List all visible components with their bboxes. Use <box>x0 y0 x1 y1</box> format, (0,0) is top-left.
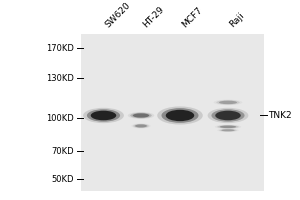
Ellipse shape <box>128 112 154 119</box>
Ellipse shape <box>87 109 120 122</box>
Text: Raji: Raji <box>228 11 246 29</box>
Ellipse shape <box>220 126 236 128</box>
Text: 50KD: 50KD <box>51 175 74 184</box>
Ellipse shape <box>221 129 235 131</box>
Ellipse shape <box>212 109 244 122</box>
Ellipse shape <box>91 111 116 120</box>
Ellipse shape <box>161 108 199 123</box>
Ellipse shape <box>133 113 149 118</box>
Ellipse shape <box>217 125 239 129</box>
Ellipse shape <box>215 111 241 120</box>
Text: 70KD: 70KD <box>51 147 74 156</box>
Ellipse shape <box>216 100 240 105</box>
Ellipse shape <box>133 124 149 128</box>
Ellipse shape <box>83 108 124 123</box>
Text: 100KD: 100KD <box>46 114 74 123</box>
Text: 130KD: 130KD <box>46 74 74 83</box>
Ellipse shape <box>135 124 147 128</box>
Text: SW620: SW620 <box>103 0 132 29</box>
Ellipse shape <box>208 108 248 123</box>
FancyBboxPatch shape <box>81 34 264 191</box>
Ellipse shape <box>157 106 203 125</box>
Text: HT-29: HT-29 <box>141 5 166 29</box>
Ellipse shape <box>166 110 194 121</box>
Text: MCF7: MCF7 <box>180 5 204 29</box>
Text: 170KD: 170KD <box>46 44 74 53</box>
Ellipse shape <box>219 129 237 132</box>
Ellipse shape <box>219 101 237 104</box>
Text: TNK2: TNK2 <box>268 111 292 120</box>
Ellipse shape <box>130 113 152 118</box>
